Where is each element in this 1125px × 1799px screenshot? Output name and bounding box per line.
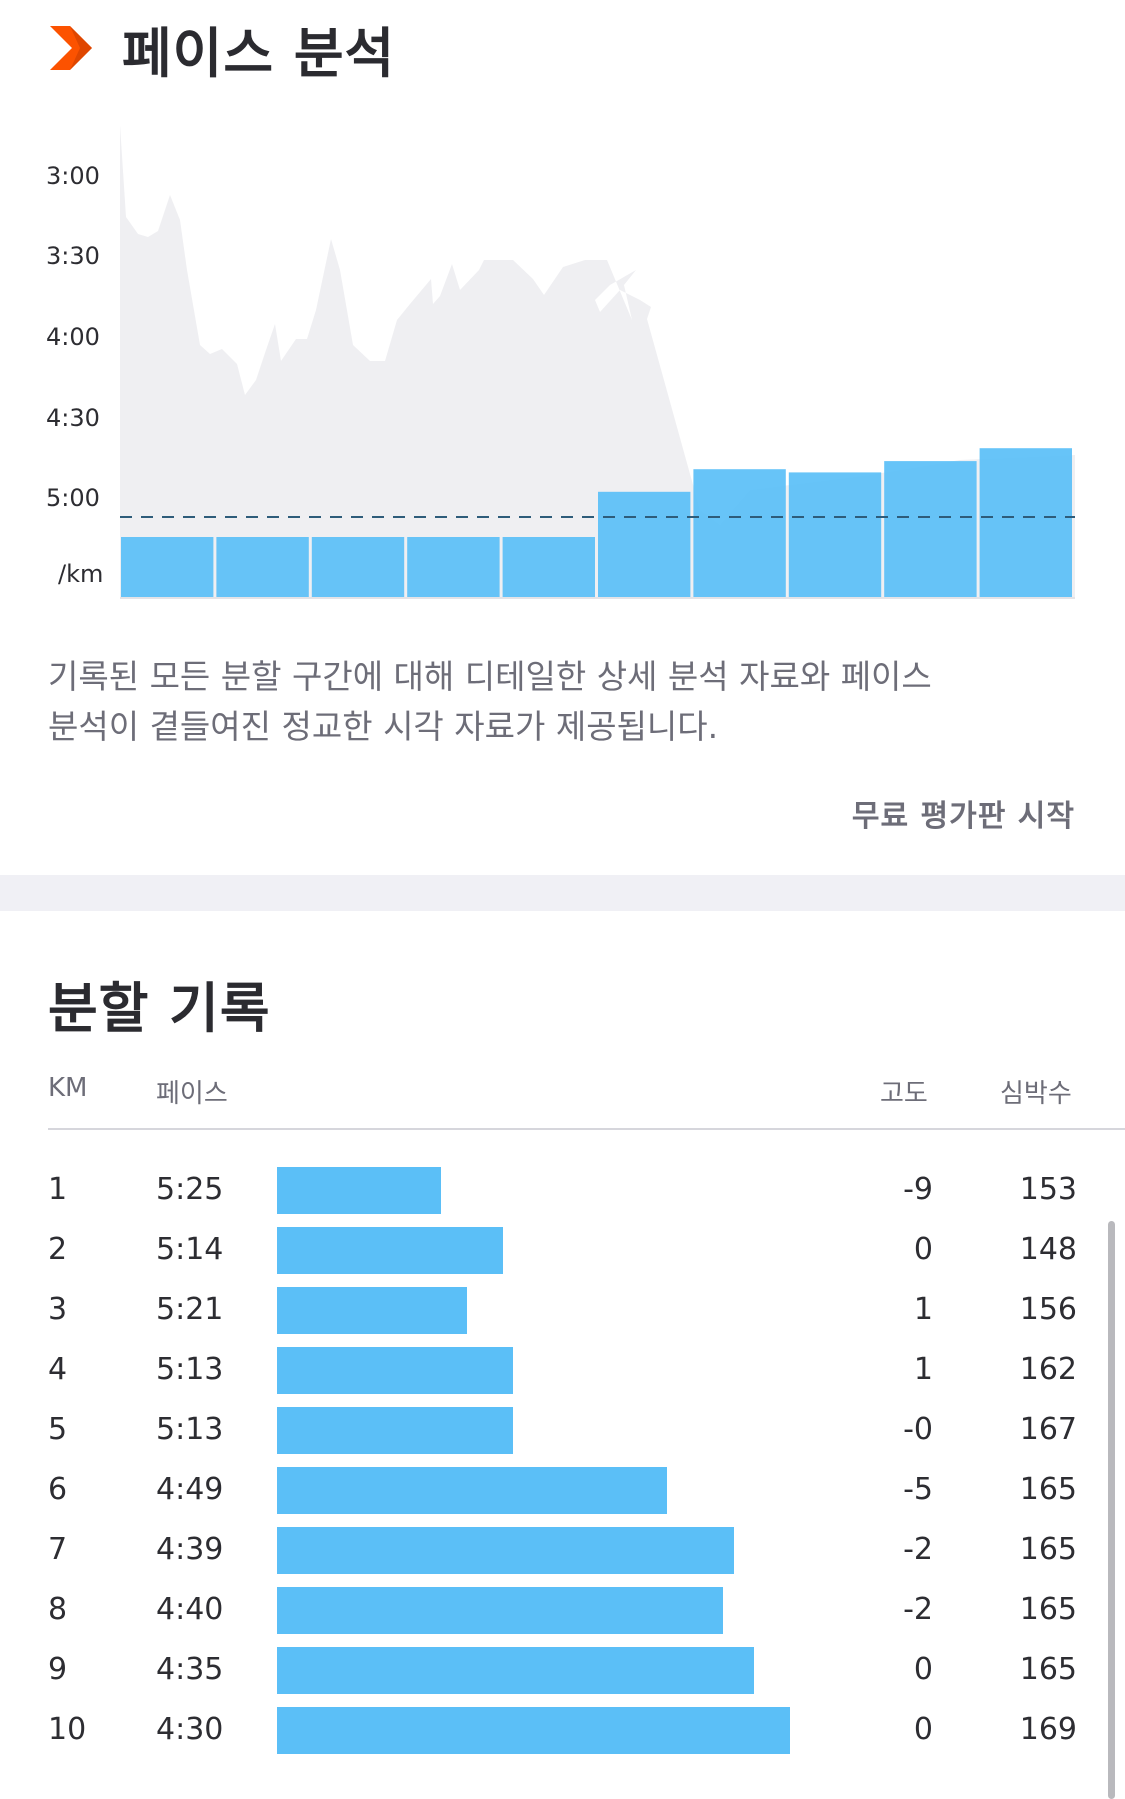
pace-bar (788, 472, 882, 598)
table-row: 6 4:49 -5 165 (0, 1466, 1125, 1514)
split-heart-rate: 153 (1019, 1172, 1077, 1207)
split-km: 1 (48, 1172, 68, 1207)
split-elevation: -2 (903, 1532, 933, 1567)
description-line: 기록된 모든 분할 구간에 대해 디테일한 상세 분석 자료와 페이스 (48, 657, 932, 696)
split-pace: 4:39 (156, 1532, 224, 1567)
pace-chart-plot (120, 125, 1075, 599)
table-row: 4 5:13 1 162 (0, 1346, 1125, 1394)
pace-bar (311, 537, 405, 598)
table-row: 7 4:39 -2 165 (0, 1526, 1125, 1574)
table-row: 2 5:14 0 148 (0, 1226, 1125, 1274)
split-elevation: 1 (913, 1352, 933, 1387)
split-elevation: -2 (903, 1592, 933, 1627)
start-free-trial-link[interactable]: 무료 평가판 시작 (851, 799, 1075, 834)
table-row: 1 5:25 -9 153 (0, 1166, 1125, 1214)
y-tick-label: 5:00 (46, 484, 100, 512)
split-pace-bar (277, 1227, 503, 1274)
y-tick-label: 4:30 (46, 404, 100, 432)
split-km: 7 (48, 1532, 68, 1567)
section-divider (0, 875, 1125, 911)
pace-bar (693, 469, 786, 598)
pace-analysis-header: 페이스 분석 (50, 8, 395, 88)
split-pace-bar (277, 1167, 441, 1214)
split-heart-rate: 165 (1019, 1652, 1077, 1687)
split-pace: 5:14 (156, 1232, 224, 1267)
y-tick-label: 3:30 (46, 242, 100, 270)
pace-bar (407, 537, 500, 598)
split-pace-bar (277, 1347, 513, 1394)
page-title: 페이스 분석 (122, 21, 396, 85)
pace-chart: 3:00 3:30 4:00 4:30 5:00 /km (0, 110, 1125, 610)
y-tick-label: 3:00 (46, 162, 100, 190)
split-km: 8 (48, 1592, 68, 1627)
split-elevation: -0 (903, 1412, 933, 1447)
split-km: 2 (48, 1232, 68, 1267)
split-elevation: 0 (913, 1652, 933, 1687)
split-heart-rate: 165 (1019, 1532, 1077, 1567)
split-elevation: 0 (913, 1712, 933, 1747)
split-km: 3 (48, 1292, 68, 1327)
split-pace: 5:13 (156, 1412, 224, 1447)
description-line: 분석이 곁들여진 정교한 시각 자료가 제공됩니다. (48, 707, 719, 746)
table-row: 8 4:40 -2 165 (0, 1586, 1125, 1634)
split-km: 6 (48, 1472, 68, 1507)
split-pace-bar (277, 1407, 513, 1454)
split-pace: 5:21 (156, 1292, 224, 1327)
split-pace: 5:13 (156, 1352, 224, 1387)
pace-bar (216, 537, 309, 598)
split-pace-bar (277, 1587, 723, 1634)
y-axis-unit: /km (58, 560, 104, 588)
chevron-right-icon (50, 26, 92, 70)
column-header-pace: 페이스 (156, 1079, 228, 1109)
pace-bar (502, 537, 595, 598)
split-elevation: 0 (913, 1232, 933, 1267)
splits-title: 분할 기록 (48, 977, 271, 1040)
split-pace-bar (277, 1527, 734, 1574)
split-pace-bar (277, 1287, 467, 1334)
split-pace: 5:25 (156, 1172, 224, 1207)
table-row: 10 4:30 0 169 (0, 1706, 1125, 1754)
table-row: 5 5:13 -0 167 (0, 1406, 1125, 1454)
table-row: 9 4:35 0 165 (0, 1646, 1125, 1694)
split-elevation: -5 (903, 1472, 933, 1507)
scrollbar[interactable] (1108, 1221, 1115, 1799)
split-km: 4 (48, 1352, 68, 1387)
pace-analysis-description: 기록된 모든 분할 구간에 대해 디테일한 상세 분석 자료와 페이스 분석이 … (48, 652, 1048, 752)
split-km: 5 (48, 1412, 68, 1447)
pace-analysis-section: 페이스 분석 3:00 3:30 4:00 4:30 5:00 /km 기록된 … (0, 0, 1125, 875)
split-km: 9 (48, 1652, 68, 1687)
split-heart-rate: 162 (1019, 1352, 1077, 1387)
split-heart-rate: 148 (1019, 1232, 1077, 1267)
table-header-divider (48, 1128, 1125, 1130)
split-elevation: 1 (913, 1292, 933, 1327)
split-pace: 4:40 (156, 1592, 224, 1627)
column-header-elevation: 고도 (880, 1079, 928, 1109)
table-row: 3 5:21 1 156 (0, 1286, 1125, 1334)
split-pace: 4:35 (156, 1652, 224, 1687)
column-header-km: KM (48, 1073, 88, 1103)
split-pace-bar (277, 1647, 754, 1694)
pace-bar (598, 491, 691, 598)
split-heart-rate: 169 (1019, 1712, 1077, 1747)
pace-bar (884, 461, 977, 598)
split-pace-bar (277, 1467, 667, 1514)
split-pace: 4:49 (156, 1472, 224, 1507)
pace-bar (121, 537, 214, 598)
split-heart-rate: 167 (1019, 1412, 1077, 1447)
split-heart-rate: 156 (1019, 1292, 1077, 1327)
column-header-heart-rate: 심박수 (1000, 1079, 1072, 1109)
split-heart-rate: 165 (1019, 1592, 1077, 1627)
pace-bar (979, 448, 1072, 598)
split-pace-bar (277, 1707, 790, 1754)
y-tick-label: 4:00 (46, 323, 100, 351)
split-km: 10 (48, 1712, 87, 1747)
split-heart-rate: 165 (1019, 1472, 1077, 1507)
split-pace: 4:30 (156, 1712, 224, 1747)
split-elevation: -9 (903, 1172, 933, 1207)
